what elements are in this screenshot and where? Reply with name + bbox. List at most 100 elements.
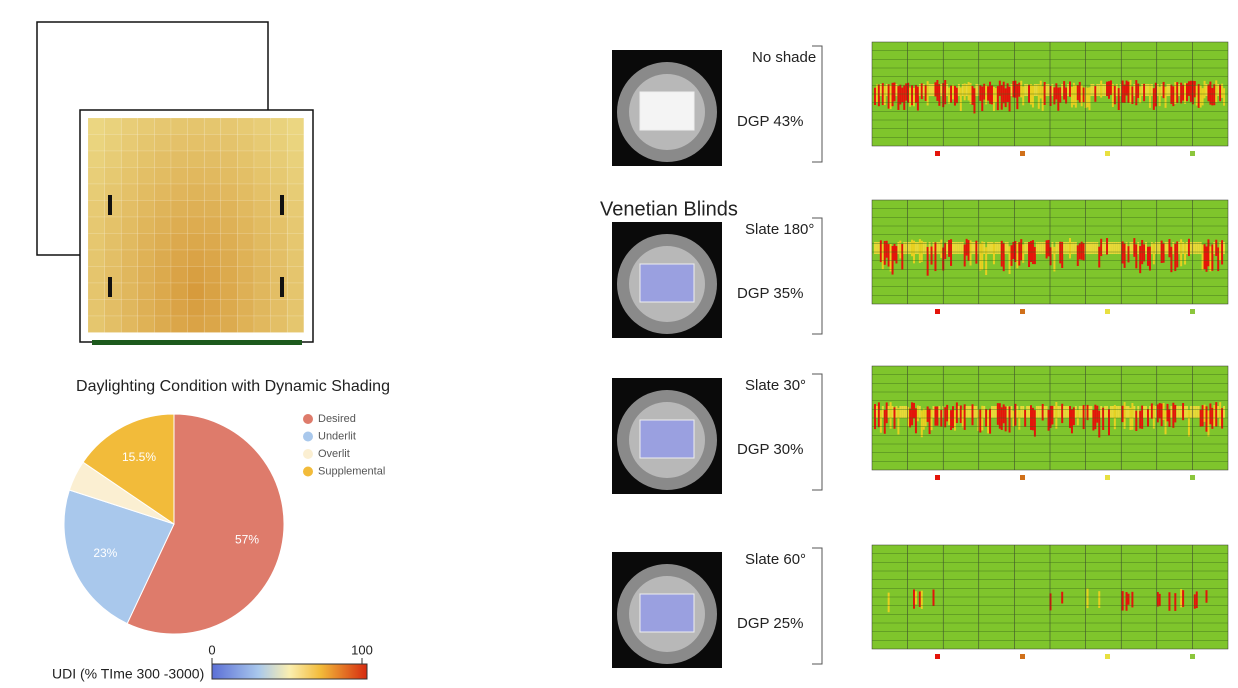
heat-cell — [105, 151, 122, 168]
glare-cell — [1215, 240, 1217, 256]
glare-cell — [1071, 409, 1073, 433]
legend-chip — [1020, 151, 1025, 156]
glare-cell — [1206, 406, 1208, 431]
heat-cell — [105, 316, 122, 333]
heat-cell — [188, 201, 205, 218]
glare-cell — [917, 87, 919, 111]
glare-cell — [1098, 411, 1100, 438]
glare-cell — [1145, 406, 1147, 418]
glare-cell — [1014, 81, 1016, 98]
heat-cell — [237, 135, 254, 152]
glare-cell — [1223, 406, 1225, 418]
glare-cell — [1196, 406, 1198, 418]
glare-cell — [1213, 405, 1215, 427]
glare-cell — [1211, 408, 1213, 429]
glare-cell — [1131, 403, 1133, 430]
glare-cell — [954, 410, 956, 430]
heat-cell — [105, 283, 122, 300]
legend-chip — [1190, 309, 1195, 314]
glare-cell — [1079, 406, 1081, 418]
heat-cell — [138, 300, 155, 317]
glare-cell — [927, 247, 929, 276]
glare-cell — [1016, 406, 1018, 418]
window-bar — [92, 340, 302, 345]
glare-cell — [927, 81, 929, 105]
heat-cell — [121, 118, 138, 135]
legend-chip — [935, 151, 940, 156]
heat-cell — [171, 217, 188, 234]
heat-cell — [254, 267, 271, 284]
heat-cell — [154, 135, 171, 152]
glare-cell — [1182, 403, 1184, 420]
glare-cell — [1161, 241, 1163, 263]
glare-cell — [1215, 402, 1217, 426]
heat-cell — [154, 118, 171, 135]
legend-chip — [1190, 654, 1195, 659]
heat-cell — [271, 234, 288, 251]
glare-cell — [874, 88, 876, 105]
heat-cell — [237, 267, 254, 284]
heat-cell — [138, 267, 155, 284]
colorbar-tick-label: 0 — [208, 642, 215, 657]
glare-cell — [1048, 240, 1050, 256]
glare-cell — [1180, 406, 1182, 418]
glare-cell — [1122, 241, 1124, 263]
heat-cell — [204, 217, 221, 234]
glare-cell — [1217, 247, 1219, 271]
glare-cell — [1153, 405, 1155, 428]
heat-cell — [204, 250, 221, 267]
heat-cell — [254, 234, 271, 251]
glare-cell — [888, 406, 890, 418]
glare-cell — [931, 247, 933, 265]
heat-cell — [154, 283, 171, 300]
heat-cell — [138, 151, 155, 168]
legend: DesiredUnderlitOverlitSupplemental — [303, 413, 385, 478]
glare-cell — [1061, 592, 1063, 604]
glare-cell — [911, 402, 913, 425]
glare-cell — [1176, 241, 1178, 267]
glare-cell — [1168, 239, 1170, 257]
glare-cell — [960, 87, 962, 111]
glare-cell — [1018, 83, 1020, 97]
glare-cell — [964, 244, 966, 266]
heat-cell — [121, 267, 138, 284]
glare-cell — [952, 85, 954, 100]
glare-cell — [1048, 410, 1050, 431]
glare-cell — [966, 406, 968, 418]
glare-cell — [1011, 406, 1013, 418]
glare-cell — [995, 88, 997, 102]
legend-chip — [1105, 475, 1110, 480]
glare-cell — [1089, 406, 1091, 418]
glare-cell — [1190, 81, 1192, 102]
glare-cell — [1204, 405, 1206, 422]
glare-cell — [1151, 403, 1153, 418]
glare-cell — [1090, 406, 1092, 418]
legend-chip — [1105, 309, 1110, 314]
heat-cell — [271, 151, 288, 168]
glare-cell — [1009, 87, 1011, 112]
glare-cell — [946, 405, 948, 421]
shade-label: Slate 60° — [745, 551, 806, 568]
glare-cell — [919, 591, 921, 607]
heat-cell — [154, 168, 171, 185]
glare-cell — [895, 406, 897, 418]
glare-cell — [1016, 84, 1018, 109]
glare-cell — [913, 403, 915, 419]
glare-cell — [979, 410, 981, 433]
glare-cell — [1126, 592, 1128, 611]
glare-cell — [989, 409, 991, 434]
glare-cell — [884, 86, 886, 105]
glare-cell — [1126, 406, 1128, 418]
heat-cell — [121, 316, 138, 333]
heat-cell — [287, 184, 304, 201]
glare-cell — [1124, 244, 1126, 268]
glare-cell — [1089, 87, 1091, 110]
glare-cell — [1030, 84, 1032, 104]
heat-cell — [287, 217, 304, 234]
glare-cell — [1112, 84, 1114, 107]
glare-cell — [997, 403, 999, 425]
pie-title: Daylighting Condition with Dynamic Shadi… — [76, 378, 390, 395]
glare-cell — [1206, 246, 1208, 271]
glare-cell — [1161, 404, 1163, 427]
colorbar-label: UDI (% TIme 300 -3000) — [52, 666, 204, 682]
